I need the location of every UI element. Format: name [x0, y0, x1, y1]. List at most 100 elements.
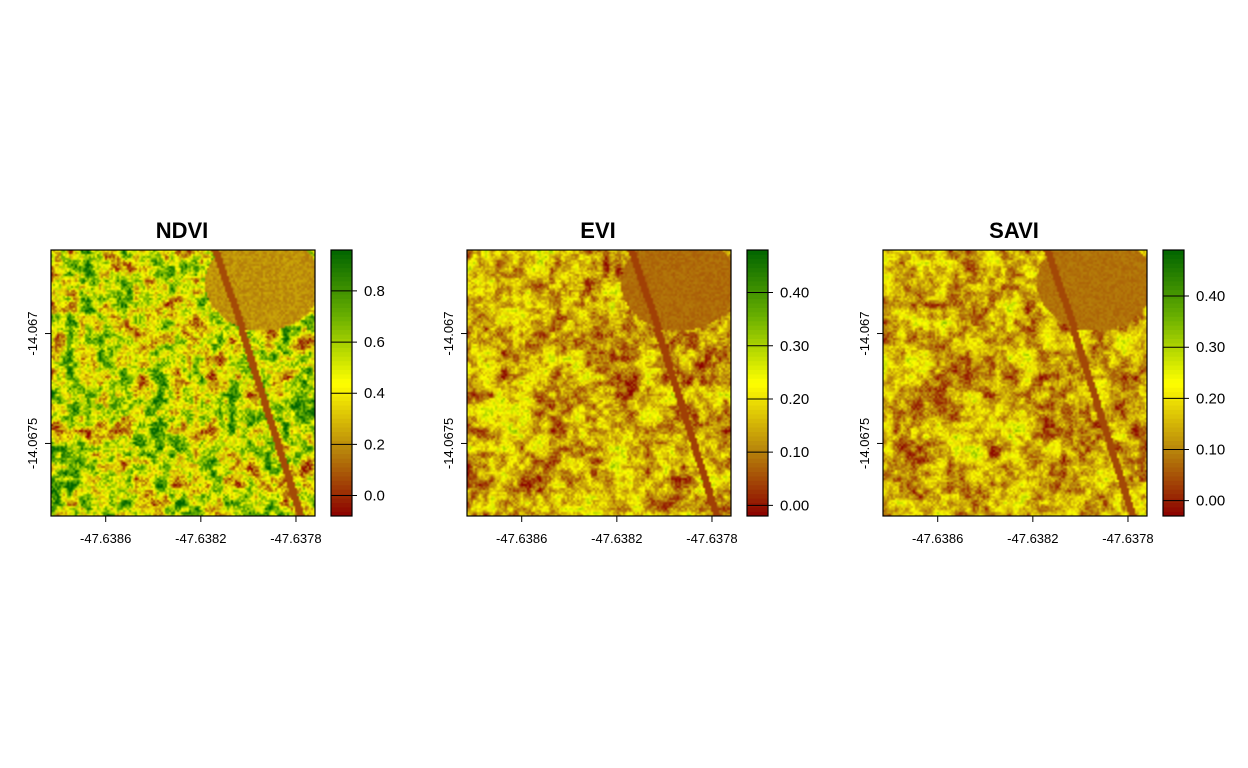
- legend-swatch: [1163, 400, 1184, 406]
- legend-swatch: [1163, 413, 1184, 419]
- legend-swatch: [331, 396, 352, 402]
- legend-swatch: [1163, 475, 1184, 481]
- legend-swatch: [331, 338, 352, 344]
- x-tick-label: -47.6382: [591, 531, 642, 546]
- legend-swatch: [747, 480, 768, 486]
- ndvi-panel: NDVI -47.6386 -47.6382 -47.6378 -14.067 -14…: [0, 0, 416, 768]
- legend-swatch: [1163, 320, 1184, 326]
- legend-swatch: [1163, 276, 1184, 282]
- chart-title: SAVI: [989, 218, 1039, 243]
- color-legend: 0.00 0.10 0.20 0.30 0.40: [1162, 249, 1225, 517]
- legend-swatch: [747, 258, 768, 264]
- legend-swatch: [331, 382, 352, 388]
- legend-swatch: [747, 466, 768, 472]
- legend-swatch: [331, 320, 352, 326]
- legend-swatch: [331, 342, 352, 348]
- legend-swatch: [331, 400, 352, 406]
- legend-swatch: [331, 493, 352, 499]
- legend-tick-label: 0.0: [364, 488, 385, 505]
- plot-frame: [882, 249, 1148, 517]
- legend-tick-label: 0.40: [1196, 288, 1225, 305]
- legend-swatch: [1163, 373, 1184, 379]
- legend-swatch: [331, 289, 352, 295]
- legend-swatch: [331, 511, 352, 517]
- plot-frame: [466, 249, 732, 517]
- legend-swatch: [1163, 311, 1184, 317]
- legend-swatch: [331, 440, 352, 446]
- legend-swatch: [1163, 378, 1184, 384]
- legend-swatch: [331, 378, 352, 384]
- legend-frame: [1162, 249, 1185, 517]
- legend-swatch: [747, 387, 768, 393]
- legend-swatch: [331, 489, 352, 495]
- legend-swatch: [747, 249, 768, 255]
- legend-tick-label: 0.30: [1196, 339, 1225, 356]
- legend-swatch: [1163, 258, 1184, 264]
- legend-swatch: [747, 271, 768, 277]
- y-tick-label: -14.0675: [25, 418, 40, 469]
- legend-swatch: [1163, 458, 1184, 464]
- legend-tick-label: 0.2: [364, 436, 385, 453]
- legend-swatch: [747, 444, 768, 450]
- x-tick-label: -47.6378: [270, 531, 321, 546]
- legend-swatch: [747, 506, 768, 512]
- legend-swatch: [331, 271, 352, 277]
- x-tick-label: -47.6386: [912, 531, 963, 546]
- chart-title: EVI: [580, 218, 615, 243]
- legend-swatch: [1163, 289, 1184, 295]
- legend-tick-label: 0.10: [1196, 442, 1225, 459]
- legend-swatch: [1163, 325, 1184, 331]
- legend-swatch: [747, 458, 768, 464]
- legend-swatch: [331, 311, 352, 317]
- chart-title: NDVI: [156, 218, 209, 243]
- legend-swatch: [747, 294, 768, 300]
- legend-swatch: [1163, 431, 1184, 437]
- legend-swatch: [1163, 382, 1184, 388]
- legend-swatch: [747, 307, 768, 313]
- legend-swatch: [747, 263, 768, 269]
- legend-swatch: [1163, 404, 1184, 410]
- legend-swatch: [1163, 356, 1184, 362]
- legend-swatch: [331, 462, 352, 468]
- legend-swatch: [1163, 298, 1184, 304]
- legend-swatch: [747, 329, 768, 335]
- legend-tick-label: 0.40: [780, 285, 809, 302]
- legend-swatch: [331, 458, 352, 464]
- legend-swatch: [331, 285, 352, 291]
- legend-swatch: [1163, 338, 1184, 344]
- x-tick-label: -47.6378: [686, 531, 737, 546]
- legend-swatch: [1163, 254, 1184, 260]
- legend-swatch: [331, 471, 352, 477]
- legend-swatch: [1163, 307, 1184, 313]
- legend-swatch: [747, 356, 768, 362]
- legend-swatch: [331, 418, 352, 424]
- legend-swatch: [1163, 364, 1184, 370]
- legend-swatch: [747, 285, 768, 291]
- legend-swatch: [331, 329, 352, 335]
- legend-swatch: [1163, 280, 1184, 286]
- legend-swatch: [747, 276, 768, 282]
- x-tick-label: -47.6382: [175, 531, 226, 546]
- legend-swatch: [747, 338, 768, 344]
- legend-swatch: [331, 347, 352, 353]
- legend-swatch: [1163, 511, 1184, 517]
- legend-swatch: [1163, 360, 1184, 366]
- legend-swatch: [1163, 480, 1184, 486]
- legend-swatch: [747, 320, 768, 326]
- legend-swatch: [747, 373, 768, 379]
- legend-swatch: [1163, 493, 1184, 499]
- x-tick-label: -47.6386: [80, 531, 131, 546]
- legend-swatch: [1163, 506, 1184, 512]
- legend-swatch: [331, 307, 352, 313]
- legend-tick-label: 0.00: [780, 497, 809, 514]
- legend-swatch: [331, 373, 352, 379]
- legend-swatch: [1163, 502, 1184, 508]
- legend-swatch: [747, 267, 768, 273]
- legend-swatch: [1163, 333, 1184, 339]
- legend-swatch: [331, 351, 352, 357]
- y-tick-label: -14.067: [441, 311, 456, 355]
- legend-swatch: [331, 316, 352, 322]
- legend-swatch: [1163, 440, 1184, 446]
- legend-swatch: [747, 453, 768, 459]
- legend-swatch: [1163, 271, 1184, 277]
